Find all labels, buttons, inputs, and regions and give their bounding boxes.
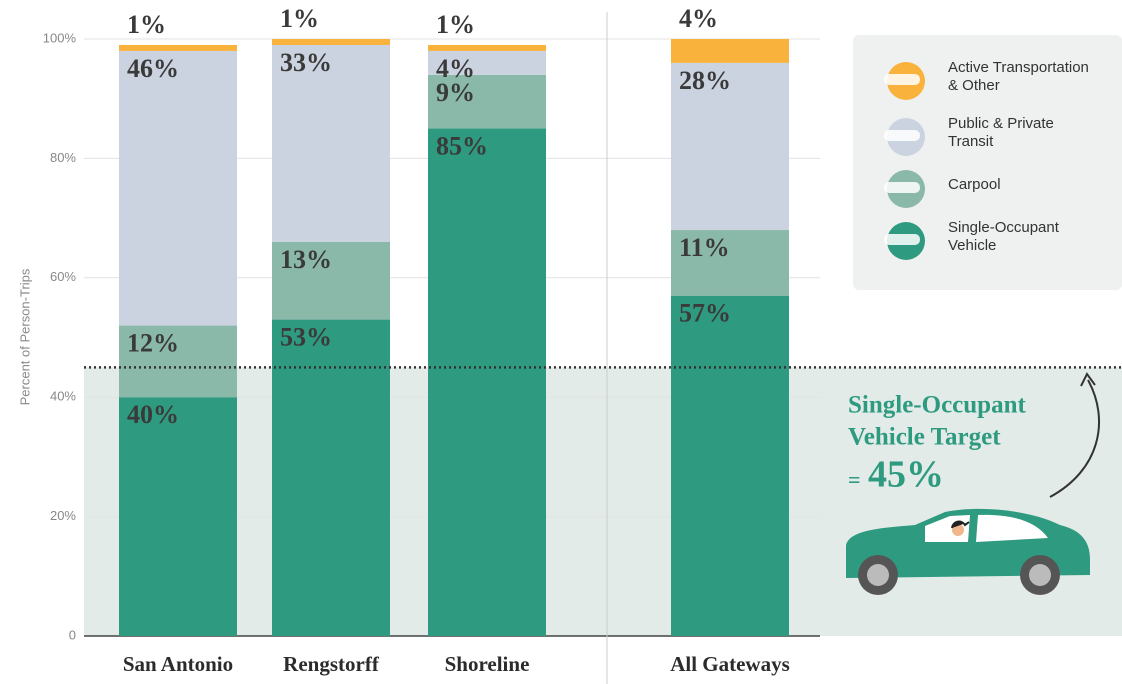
value-label: 4% (436, 54, 475, 83)
bar-segment (119, 397, 237, 636)
bar-segment (272, 319, 390, 636)
bar-segment (119, 325, 237, 398)
hubcap (1029, 564, 1051, 586)
bar-segment (119, 50, 237, 326)
arrow-head (1080, 372, 1096, 387)
value-label: 4% (679, 4, 718, 33)
car-illustration (846, 508, 1090, 595)
value-label: 46% (127, 54, 179, 83)
legend-icon-detail (884, 130, 920, 141)
legend-icon-detail (884, 74, 920, 85)
bar-segment (428, 74, 546, 129)
value-label: 40% (127, 400, 179, 429)
bar-segment (671, 230, 789, 296)
x-tick-label: San Antonio (123, 652, 233, 676)
y-tick-label: 40% (50, 389, 76, 404)
target-zone (84, 367, 1122, 636)
y-tick-label: 20% (50, 508, 76, 523)
value-label: 13% (280, 245, 332, 274)
y-tick-label: 100% (43, 30, 77, 45)
bar-segment (671, 295, 789, 636)
legend-box (853, 35, 1122, 290)
bar-segment (272, 241, 390, 320)
value-label: 1% (436, 10, 475, 39)
target-label: Single-Occupant (848, 392, 1026, 419)
value-label: 11% (679, 233, 730, 262)
value-label: 9% (436, 78, 475, 107)
target-value: 45% (868, 454, 944, 496)
legend-label: Active Transportation & Other (948, 59, 1089, 94)
bar-segment (272, 39, 390, 45)
value-label: 85% (436, 132, 488, 161)
value-label: 53% (280, 323, 332, 352)
legend-label: Public & Private Transit (948, 115, 1054, 150)
value-label: 1% (127, 10, 166, 39)
arrow (1049, 379, 1100, 498)
value-label: 12% (127, 329, 179, 358)
y-tick-label: 60% (50, 269, 76, 284)
legend-label: Carpool (948, 176, 1001, 193)
x-tick-label: Rengstorff (283, 652, 380, 676)
target-prefix: = (848, 467, 861, 492)
legend-label: Single-Occupant Vehicle (948, 219, 1060, 254)
y-tick-label: 80% (50, 150, 76, 165)
hubcap (867, 564, 889, 586)
y-tick-label: 0 (69, 627, 76, 642)
bar-segment (119, 44, 237, 51)
value-label: 57% (679, 299, 731, 328)
bar-segment (428, 128, 546, 637)
hair (951, 520, 970, 529)
target-label: Vehicle Target (848, 424, 1001, 451)
value-label: 33% (280, 48, 332, 77)
value-label: 1% (280, 4, 319, 33)
head (952, 524, 964, 536)
legend-icon-detail (884, 234, 920, 245)
bar-segment (428, 50, 546, 75)
bar-segment (428, 44, 546, 51)
bar-segment (272, 44, 390, 242)
legend-icon-detail (884, 182, 920, 193)
x-tick-label: Shoreline (445, 652, 530, 676)
bar-segment (671, 62, 789, 231)
x-tick-label: All Gateways (670, 652, 790, 676)
y-axis-label: Percent of Person-Trips (17, 268, 32, 405)
bar-segment (671, 39, 789, 63)
value-label: 28% (679, 66, 731, 95)
